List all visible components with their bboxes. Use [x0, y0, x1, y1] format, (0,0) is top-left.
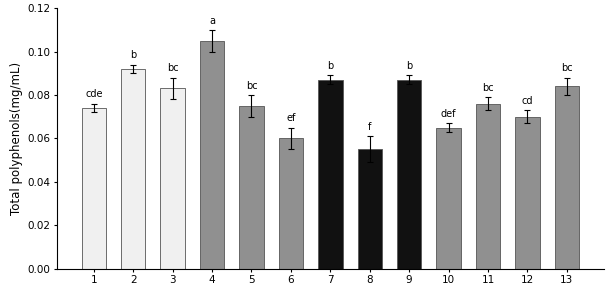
Bar — [278, 138, 303, 268]
Bar — [515, 117, 539, 268]
Bar — [554, 86, 579, 268]
Y-axis label: Total polyphenols(mg/mL): Total polyphenols(mg/mL) — [10, 62, 23, 215]
Bar — [397, 80, 421, 268]
Bar — [318, 80, 342, 268]
Bar — [81, 108, 106, 268]
Bar — [240, 106, 264, 268]
Text: b: b — [130, 50, 136, 60]
Bar — [200, 41, 224, 268]
Bar — [358, 149, 382, 268]
Text: bc: bc — [561, 63, 573, 73]
Text: b: b — [327, 61, 333, 71]
Bar — [121, 69, 145, 268]
Bar — [475, 104, 500, 268]
Text: def: def — [441, 109, 456, 119]
Bar — [161, 88, 185, 268]
Text: bc: bc — [246, 81, 257, 91]
Text: b: b — [406, 61, 412, 71]
Text: bc: bc — [167, 63, 179, 73]
Text: cde: cde — [85, 89, 103, 99]
Text: ef: ef — [286, 113, 295, 123]
Text: bc: bc — [482, 83, 494, 93]
Bar — [437, 127, 461, 268]
Text: f: f — [368, 122, 371, 132]
Text: cd: cd — [522, 96, 533, 106]
Text: a: a — [209, 16, 215, 25]
